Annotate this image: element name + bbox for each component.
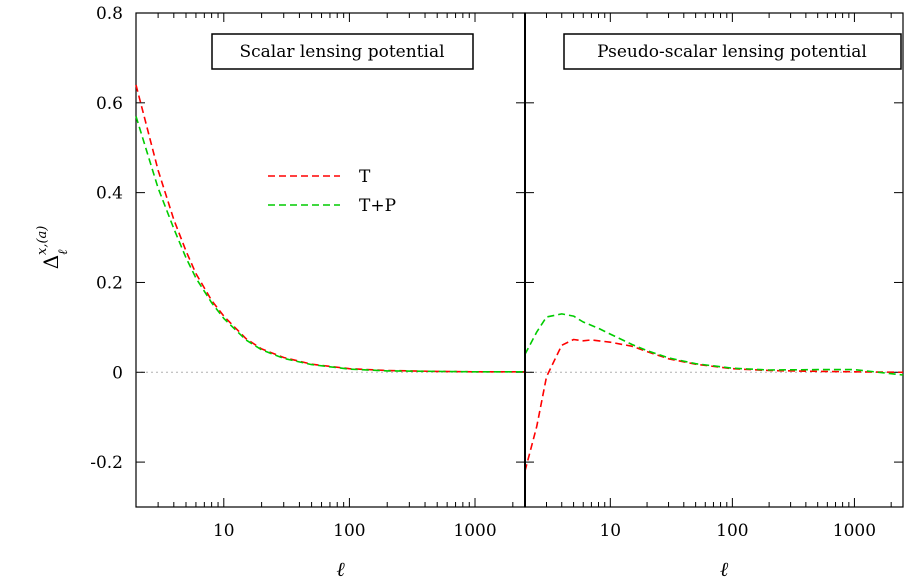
legend-label-t: T: [359, 167, 371, 187]
y-tick-label: 0.8: [96, 4, 123, 24]
x-tick-label: 100: [333, 521, 365, 541]
plot-frame: [524, 12, 904, 508]
x-tick-label: 100: [716, 521, 748, 541]
y-tick-label: -0.2: [90, 453, 123, 473]
y-tick-label: 0: [112, 363, 123, 383]
series-line-t: [135, 84, 525, 373]
y-axis-title: Δ x,(a) ℓ: [35, 226, 71, 270]
right-panel-title-box: Pseudo-scalar lensing potential: [563, 33, 902, 70]
series-line-tpp: [524, 313, 904, 376]
left-panel-title-box: Scalar lensing potential: [211, 33, 474, 70]
right-panel-title: Pseudo-scalar lensing potential: [597, 42, 867, 62]
x-tick-label: 1000: [453, 521, 496, 541]
left-panel-title: Scalar lensing potential: [239, 42, 444, 62]
y-tick-label: 0.2: [96, 273, 123, 293]
legend: T T+P: [268, 167, 396, 216]
x-tick-label: 10: [599, 521, 621, 541]
legend-label-tp: T+P: [359, 196, 396, 216]
panel-scalar: 10 100 1000 ℓ -0.2 0 0.2 0.4 0.6 0.8: [90, 4, 526, 581]
y-axis-title-superscript: x,(a): [35, 226, 50, 255]
panel-pseudo-scalar: 10 100 1000 ℓ: [524, 12, 904, 581]
x-tick-label: 10: [213, 521, 235, 541]
plot-frame: [135, 12, 526, 508]
y-axis-title-subscript: ℓ: [56, 249, 71, 255]
series-line-tpp: [135, 116, 525, 373]
x-axis-title: ℓ: [336, 557, 345, 581]
y-axis-title-symbol: Δ: [39, 255, 63, 269]
y-tick-label: 0.6: [96, 94, 123, 114]
x-axis-title: ℓ: [720, 557, 729, 581]
y-tick-label: 0.4: [96, 184, 123, 204]
series-line-t: [524, 338, 904, 472]
x-tick-label: 1000: [833, 521, 876, 541]
